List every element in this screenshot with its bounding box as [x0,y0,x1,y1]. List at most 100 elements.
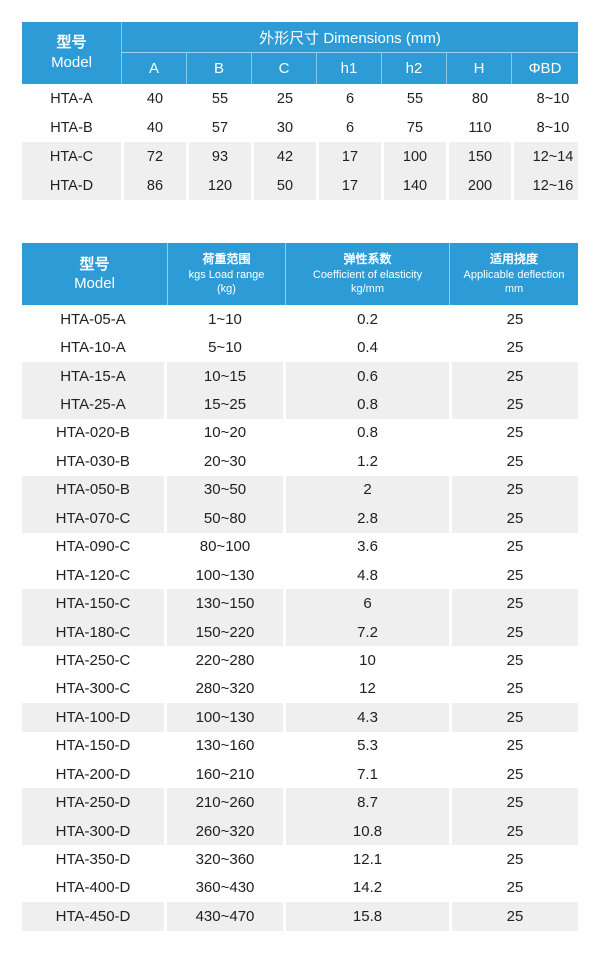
value-cell-c: 25 [254,84,316,113]
model-cell: HTA-150-C [22,589,164,618]
table-row: HTA-250-C 220~280 10 25 [22,646,578,675]
load-range-cell: 130~150 [167,589,283,618]
spec-table-body: HTA-05-A 1~10 0.2 25 HTA-10-A 5~10 0.4 2… [22,305,578,931]
spec-table-header: 型号 Model 荷重范围 kgs Load range (kg) 弹性系数 C… [22,243,578,305]
deflection-header-unit: mm [504,282,524,295]
deflection-cell: 25 [452,788,578,817]
load-range-cell: 150~220 [167,617,283,647]
dimensions-group-header: 外形尺寸 Dimensions (mm) [121,22,578,53]
load-range-cell: 260~320 [167,816,283,846]
coefficient-cell: 0.2 [286,305,449,334]
load-range-cell: 10~20 [167,418,283,448]
table-row: HTA-090-C 80~100 3.6 25 [22,532,578,561]
model-header-en: Model [74,275,115,292]
deflection-cell: 25 [452,475,578,505]
deflection-cell: 25 [452,560,578,590]
value-cell-h1: 17 [319,171,381,200]
value-cell-bd: 8~10 [514,84,578,113]
model-cell: HTA-450-D [22,902,164,931]
dimension-column-header: C [251,53,316,84]
model-header-zh: 型号 [56,33,87,51]
load-range-cell: 100~130 [167,560,283,590]
model-cell: HTA-120-C [22,560,164,590]
load-range-cell: 5~10 [167,333,283,362]
coefficient-cell: 2 [286,475,449,505]
load-range-cell: 10~15 [167,361,283,391]
model-column-header: 型号 Model [22,243,167,305]
model-cell: HTA-250-D [22,788,164,817]
model-cell: HTA-020-B [22,418,164,448]
deflection-cell: 25 [452,504,578,533]
model-cell: HTA-300-D [22,816,164,846]
deflection-cell: 25 [452,674,578,704]
model-cell: HTA-350-D [22,845,164,874]
load-range-cell: 430~470 [167,902,283,931]
coefficient-header-en: Coefficient of elasticity [312,268,423,281]
dimension-column-header: h1 [316,53,381,84]
model-cell: HTA-400-D [22,873,164,903]
model-header-en: Model [51,54,92,71]
model-cell: HTA-090-C [22,532,164,561]
coefficient-column-header: 弹性系数 Coefficient of elasticity kg/mm [285,243,449,305]
load-range-cell: 210~260 [167,788,283,817]
model-cell: HTA-A [22,84,121,113]
coefficient-header-unit: kg/mm [351,282,384,295]
value-cell-h2: 75 [384,113,446,142]
load-range-cell: 100~130 [167,703,283,732]
value-cell-b: 55 [189,84,251,113]
value-cell-b: 120 [189,171,251,200]
table-row: HTA-C 72 93 42 17 100 150 12~14 [22,142,578,171]
table-row: HTA-15-A 10~15 0.6 25 [22,361,578,391]
dimension-column-header: B [186,53,251,84]
table-row: HTA-350-D 320~360 12.1 25 [22,845,578,874]
dimension-column-header: ΦBD [511,53,578,84]
deflection-cell: 25 [452,589,578,618]
value-cell-h1: 17 [319,142,381,171]
model-cell: HTA-180-C [22,617,164,647]
deflection-cell: 25 [452,646,578,675]
dimension-column-header: A [121,53,186,84]
model-cell: HTA-D [22,171,121,200]
value-cell-a: 40 [124,84,186,113]
load-range-cell: 220~280 [167,646,283,675]
value-cell-h1: 6 [319,84,381,113]
deflection-cell: 25 [452,447,578,476]
value-cell-a: 40 [124,113,186,142]
table-row: HTA-400-D 360~430 14.2 25 [22,873,578,903]
load-range-column-header: 荷重范围 kgs Load range (kg) [167,243,285,305]
table-row: HTA-D 86 120 50 17 140 200 12~16 [22,171,578,200]
value-cell-c: 42 [254,142,316,171]
coefficient-cell: 12.1 [286,845,449,874]
deflection-cell: 25 [452,902,578,931]
value-cell-b: 57 [189,113,251,142]
coefficient-cell: 5.3 [286,731,449,760]
load-range-header-unit: (kg) [217,282,236,295]
model-cell: HTA-250-C [22,646,164,675]
coefficient-cell: 1.2 [286,447,449,476]
table-row: HTA-450-D 430~470 15.8 25 [22,902,578,931]
deflection-cell: 25 [452,532,578,561]
deflection-cell: 25 [452,845,578,874]
dimension-column-header: H [446,53,511,84]
dimension-column-header: h2 [381,53,446,84]
coefficient-cell: 7.1 [286,760,449,789]
table-row: HTA-A 40 55 25 6 55 80 8~10 [22,84,578,113]
load-range-header-en: kgs Load range [188,268,265,281]
coefficient-cell: 10.8 [286,816,449,846]
model-cell: HTA-150-D [22,731,164,760]
spec-sheet: 型号 Model 外形尺寸 Dimensions (mm) A B C h1 h… [22,22,578,931]
deflection-cell: 25 [452,816,578,846]
model-cell: HTA-B [22,113,121,142]
coefficient-cell: 12 [286,674,449,704]
value-cell-a: 86 [124,171,186,200]
table-row: HTA-05-A 1~10 0.2 25 [22,305,578,334]
value-cell-h: 80 [449,84,511,113]
deflection-cell: 25 [452,361,578,391]
load-range-header-zh: 荷重范围 [202,251,251,266]
deflection-column-header: 适用挠度 Applicable deflection mm [449,243,578,305]
deflection-cell: 25 [452,418,578,448]
value-cell-a: 72 [124,142,186,171]
load-range-cell: 15~25 [167,390,283,419]
deflection-cell: 25 [452,703,578,732]
coefficient-cell: 10 [286,646,449,675]
